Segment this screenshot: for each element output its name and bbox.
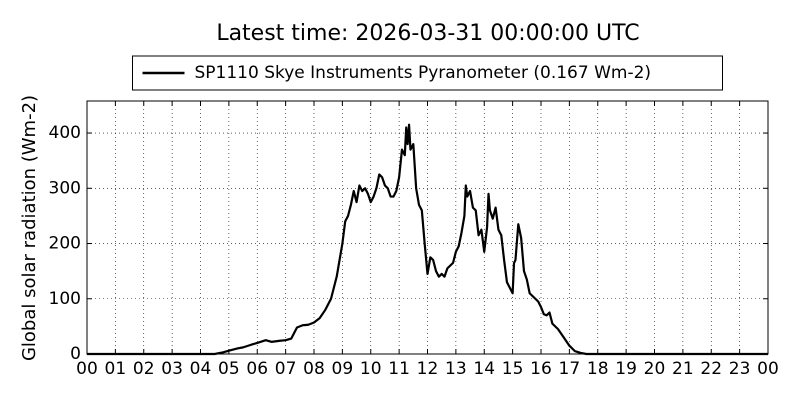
x-tick-label: 00 [76,359,98,379]
x-tick-label: 17 [559,359,581,379]
x-tick-label: 07 [275,359,297,379]
plot-frame [86,100,769,355]
x-tick-label: 18 [587,359,609,379]
x-tick-label: 01 [105,359,127,379]
legend-box [132,55,723,91]
x-tick-label: 23 [729,359,751,379]
x-tick-label: 08 [303,359,325,379]
x-tick-label: 22 [700,359,722,379]
x-tick-label: 10 [360,359,382,379]
x-tick-label: 16 [530,359,552,379]
x-tick-label: 06 [246,359,268,379]
x-tick-label: 14 [473,359,495,379]
data-line [87,123,768,356]
x-tick-label: 02 [133,359,155,379]
x-tick-label: 09 [332,359,354,379]
x-tick-label: 05 [218,359,240,379]
y-tick-label: 200 [49,234,81,254]
x-tick-label: 20 [644,359,666,379]
x-tick-label: 11 [388,359,410,379]
y-tick-label: 300 [49,178,81,198]
legend-label: SP1110 Skye Instruments Pyranometer (0.1… [195,63,652,83]
x-tick-label: 04 [190,359,212,379]
x-tick-label: 03 [161,359,183,379]
y-axis-label: Global solar radiation (Wm-2) [19,95,40,361]
x-tick-label: 19 [615,359,637,379]
y-tick-label: 100 [49,289,81,309]
x-tick-label: 21 [672,359,694,379]
x-tick-label: 12 [417,359,439,379]
y-tick-label: 0 [70,344,81,364]
x-tick-label: 13 [445,359,467,379]
chart-title: Latest time: 2026-03-31 00:00:00 UTC [216,21,639,46]
x-tick-label: 00 [757,359,779,379]
y-tick-label: 400 [49,123,81,143]
x-tick-label: 15 [502,359,524,379]
